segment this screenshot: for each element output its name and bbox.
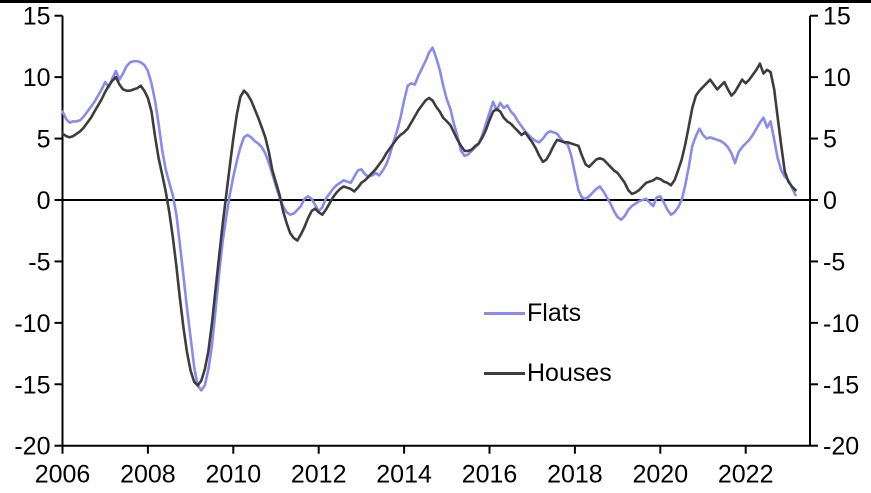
- y-axis-tick-label-right: -5: [823, 248, 845, 276]
- x-axis-tick-label: 2018: [547, 461, 603, 489]
- x-axis-tick-label: 2008: [120, 461, 176, 489]
- y-axis-tick-label-left: -5: [28, 248, 50, 276]
- y-axis-tick-label-right: 5: [823, 126, 837, 154]
- flats-line: [61, 46, 797, 392]
- y-axis-tick-label-right: 15: [823, 3, 851, 31]
- x-axis-tick-label: 2020: [632, 461, 688, 489]
- x-axis-tick-label: 2010: [205, 461, 261, 489]
- y-axis-tick-label-right: -20: [823, 433, 859, 461]
- y-axis-tick-label-left: 10: [23, 64, 51, 92]
- x-axis-tick-label: 2006: [35, 461, 91, 489]
- y-axis-tick-label-right: 10: [823, 64, 851, 92]
- top-border-rule: [0, 0, 871, 3]
- x-axis-tick-label: 2016: [462, 461, 518, 489]
- y-axis-tick-label-right: 0: [823, 187, 837, 215]
- y-axis-tick-label-left: 0: [37, 187, 51, 215]
- y-axis-tick-label-left: -10: [14, 310, 50, 338]
- houses-line: [61, 62, 797, 387]
- x-axis-tick-label: 2022: [718, 461, 774, 489]
- y-axis-tick-label-left: -15: [14, 371, 50, 399]
- y-axis-tick-label-right: -15: [823, 371, 859, 399]
- y-axis-tick-label-left: -20: [14, 433, 50, 461]
- y-axis-tick-label-right: -10: [823, 310, 859, 338]
- x-axis-tick-label: 2014: [376, 461, 432, 489]
- y-axis-tick-label-left: 15: [23, 3, 51, 31]
- y-axis-tick-label-left: 5: [37, 126, 51, 154]
- x-axis-tick-label: 2012: [291, 461, 347, 489]
